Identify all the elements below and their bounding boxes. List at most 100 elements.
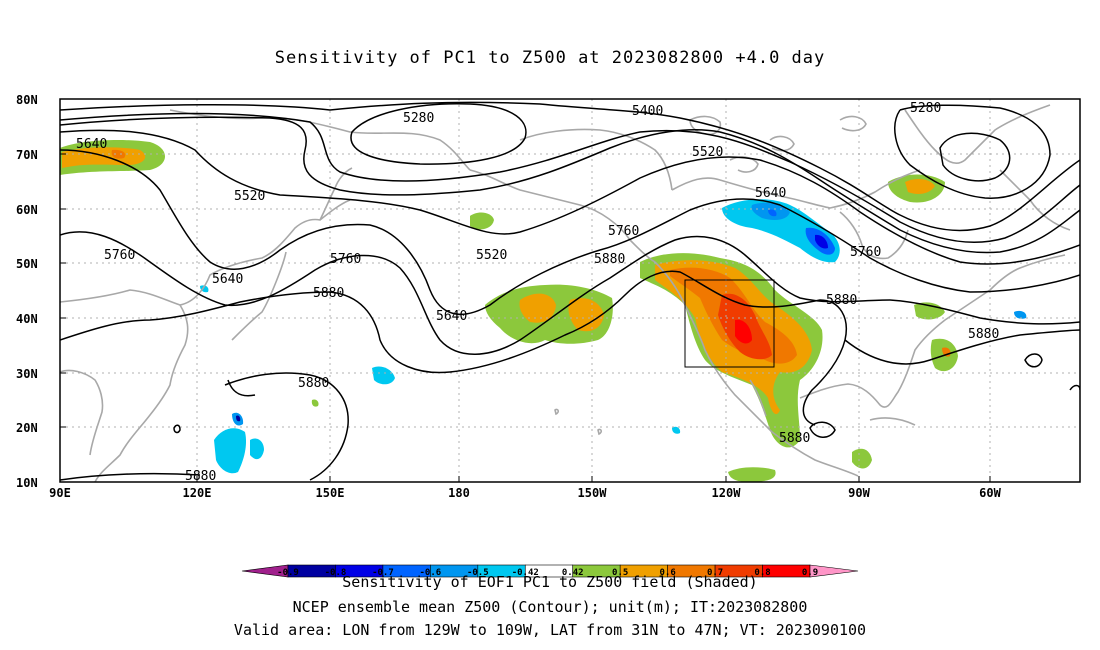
lon-label: 60W <box>979 486 1001 500</box>
coastline-kamchatka <box>319 167 353 221</box>
contour-line <box>60 149 1080 316</box>
coastline-siberia <box>169 109 471 171</box>
footer-line-2: Valid area: LON from 129W to 109W, LAT f… <box>233 621 867 639</box>
coastline-alaska <box>519 128 673 191</box>
coastline-asia <box>60 369 104 456</box>
contour-line <box>1069 384 1080 391</box>
colorbar-level-label: -0.5 <box>467 568 489 578</box>
contour-line <box>844 329 1080 365</box>
lat-label: 60N <box>16 203 38 217</box>
contour-line <box>350 102 527 165</box>
contour-line <box>1024 353 1043 368</box>
contour-label: 5400 <box>632 104 663 119</box>
contour-line <box>894 104 1051 199</box>
shade-negative-region <box>372 366 395 385</box>
contour-label: 5880 <box>313 286 344 301</box>
shade-negative-region <box>672 426 681 434</box>
colorbar-level-label: -0.8 <box>325 568 347 578</box>
contour-line <box>939 132 1011 182</box>
contour-line <box>173 424 181 434</box>
lon-labels: 90E 120E 150E 180 150W 120W 90W 60W <box>49 486 1001 500</box>
shade-positive-region <box>852 448 872 469</box>
contour-line <box>60 112 1080 244</box>
chart-title: Sensitivity of PC1 to Z500 at 2023082800… <box>274 48 826 68</box>
shade-negative-region <box>236 415 241 422</box>
colorbar-level-label: 0.42 <box>562 568 584 578</box>
lon-label: 90E <box>49 486 71 500</box>
lon-label: 120W <box>712 486 742 500</box>
map-gridlines <box>60 99 1080 482</box>
shade-negative-region <box>1014 310 1027 319</box>
colorbar-level-label: 0.7 <box>707 568 723 578</box>
contour-labels: 5280 5400 5280 5640 5520 5520 5640 5760 … <box>76 101 999 484</box>
contour-line <box>60 116 1080 254</box>
contour-label: 5640 <box>755 186 786 201</box>
colorbar-level-label: -0.9 <box>277 568 299 578</box>
shade-positive-region <box>470 212 494 230</box>
contour-line <box>60 101 1080 232</box>
contour-label: 5760 <box>608 224 639 239</box>
lat-label: 10N <box>16 476 38 490</box>
shade-positive-region <box>111 149 126 159</box>
colorbar: -0.9 -0.8 -0.7 -0.6 -0.5 -0.42 0.42 0.5 0.6 0.7 0.… <box>241 564 859 578</box>
colorbar-arrow-right <box>809 564 859 578</box>
contour-label: 5760 <box>104 248 135 263</box>
shade-positive-region <box>311 399 319 407</box>
valid-area-box <box>684 279 775 368</box>
coastline-cuba <box>869 417 916 426</box>
contour-label: 5640 <box>436 309 467 324</box>
shade-positive-region <box>519 293 556 323</box>
shade-positive-region <box>728 467 776 482</box>
lat-label: 50N <box>16 257 38 271</box>
contour-label: 5880 <box>826 293 857 308</box>
lon-label: 150E <box>316 486 345 500</box>
colorbar-caption: Sensitivity of EOF1 PC1 to Z500 field (S… <box>342 573 758 591</box>
lat-label: 80N <box>16 93 38 107</box>
colorbar-level-label: 0.8 <box>754 568 770 578</box>
shade-positive-region <box>568 298 604 332</box>
colorbar-level-label: -0.6 <box>420 568 442 578</box>
coastline-asia <box>60 199 351 306</box>
contour-label: 5880 <box>968 327 999 342</box>
shade-negative-region <box>214 428 247 474</box>
shade-negative-region <box>815 234 828 249</box>
contour-label: 5640 <box>76 137 107 152</box>
coastline-arctic <box>839 115 867 132</box>
contour-label: 5880 <box>594 252 625 267</box>
axis-ticks <box>60 98 991 482</box>
coastline-islands <box>554 408 560 416</box>
coastline-arctic <box>769 135 795 152</box>
contour-label: 5760 <box>330 252 361 267</box>
lon-label: 180 <box>448 486 470 500</box>
contour-line <box>224 372 349 481</box>
contour-label: 5520 <box>234 189 265 204</box>
lat-label: 40N <box>16 312 38 326</box>
shade-negative-region <box>722 199 840 263</box>
lon-label: 150W <box>578 486 608 500</box>
coastline-greenland <box>904 104 1051 165</box>
colorbar-level-label: 0.5 <box>612 568 628 578</box>
colorbar-level-label: 0.9 <box>802 568 818 578</box>
colorbar-level-label: 0.6 <box>660 568 676 578</box>
contour-label: 5880 <box>298 376 329 391</box>
contour-line <box>809 421 836 438</box>
map-frame <box>59 98 1081 483</box>
coastline-ne-coast <box>989 254 1066 291</box>
lat-labels: 80N 70N 60N 50N 40N 30N 20N 10N <box>16 93 38 490</box>
shade-positive-region <box>735 319 752 344</box>
coastline-asia <box>94 304 189 482</box>
colorbar-level-label: -0.42 <box>512 568 539 578</box>
contour-line <box>60 270 847 426</box>
contour-line <box>60 129 1080 265</box>
coastline-hudson <box>839 211 909 260</box>
coastline-islands <box>597 428 603 436</box>
contour-line <box>60 472 201 481</box>
contour-line <box>227 379 256 397</box>
z500-contours <box>60 101 1080 481</box>
lat-label: 20N <box>16 421 38 435</box>
contour-label: 5280 <box>910 101 941 116</box>
contour-label: 5280 <box>403 111 434 126</box>
contour-label: 5640 <box>212 272 243 287</box>
shade-negative-region <box>250 438 264 460</box>
